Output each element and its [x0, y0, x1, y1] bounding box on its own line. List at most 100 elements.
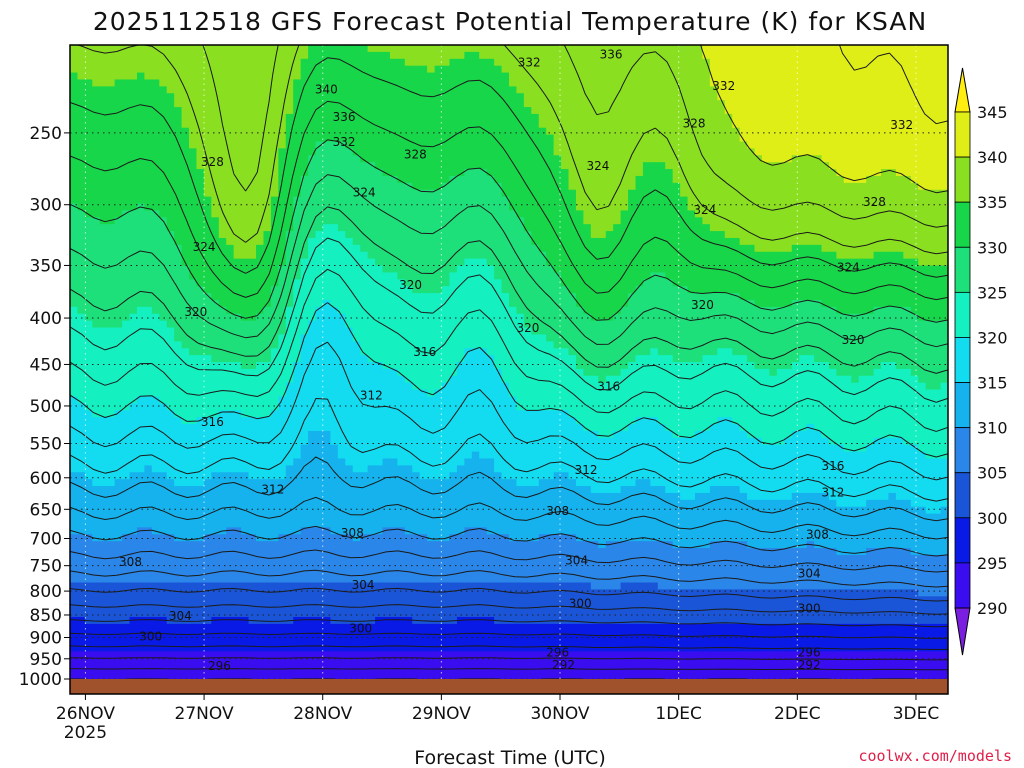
heatmap-cell — [382, 217, 391, 225]
heatmap-cell — [397, 155, 406, 163]
heatmap-cell — [434, 107, 443, 115]
heatmap-cell — [345, 348, 354, 356]
heatmap-cell — [293, 286, 302, 294]
heatmap-cell — [337, 534, 346, 542]
heatmap-cell — [404, 65, 413, 74]
heatmap-cell — [159, 341, 168, 349]
heatmap-cell — [189, 575, 198, 584]
heatmap-cell — [337, 141, 346, 149]
heatmap-cell — [189, 644, 198, 653]
heatmap-cell — [427, 499, 436, 508]
heatmap-cell — [382, 155, 391, 163]
heatmap-cell — [159, 107, 168, 115]
heatmap-cell — [471, 72, 480, 81]
heatmap-cell — [330, 58, 339, 67]
heatmap-cell — [442, 637, 451, 646]
heatmap-cell — [270, 313, 279, 322]
heatmap-cell — [196, 355, 205, 363]
heatmap-cell — [151, 672, 160, 679]
heatmap-cell — [308, 368, 317, 377]
heatmap-cell — [84, 554, 93, 563]
heatmap-cell — [412, 492, 421, 501]
heatmap-cell — [308, 203, 317, 211]
heatmap-cell — [419, 72, 428, 81]
heatmap-cell — [144, 430, 153, 439]
heatmap-cell — [300, 113, 309, 122]
heatmap-cell — [315, 251, 324, 260]
heatmap-cell — [345, 175, 354, 184]
heatmap-cell — [174, 107, 183, 115]
heatmap-cell — [389, 554, 398, 563]
heatmap-cell — [136, 465, 146, 473]
heatmap-cell — [181, 527, 190, 535]
heatmap-cell — [144, 189, 153, 198]
heatmap-cell — [367, 541, 376, 549]
heatmap-cell — [203, 651, 212, 659]
heatmap-cell — [129, 575, 138, 584]
heatmap-cell — [159, 148, 168, 156]
heatmap-cell — [196, 196, 205, 205]
heatmap-cell — [136, 520, 146, 528]
heatmap-cell — [256, 513, 265, 522]
heatmap-cell — [389, 134, 398, 143]
heatmap-cell — [300, 293, 309, 301]
heatmap-cell — [464, 237, 473, 246]
heatmap-cell — [337, 444, 346, 453]
heatmap-cell — [375, 492, 384, 501]
heatmap-cell — [404, 672, 413, 679]
heatmap-cell — [270, 93, 279, 101]
heatmap-cell — [293, 127, 302, 136]
heatmap-cell — [427, 554, 436, 563]
heatmap-cell — [367, 596, 376, 604]
heatmap-cell — [308, 506, 317, 515]
heatmap-cell — [278, 306, 287, 315]
heatmap-cell — [404, 424, 413, 432]
heatmap-cell — [308, 451, 317, 460]
heatmap-cell — [233, 45, 242, 53]
heatmap-cell — [464, 630, 473, 639]
heatmap-cell — [114, 72, 123, 81]
heatmap-cell — [367, 293, 376, 301]
heatmap-cell — [256, 86, 265, 94]
heatmap-cell — [248, 672, 257, 679]
heatmap-cell — [114, 561, 123, 570]
heatmap-cell — [471, 196, 480, 205]
heatmap-cell — [442, 596, 451, 604]
heatmap-cell — [233, 382, 242, 391]
heatmap-cell — [442, 610, 451, 618]
heatmap-cell — [122, 451, 131, 460]
heatmap-cell — [300, 279, 309, 287]
heatmap-cell — [322, 651, 332, 659]
heatmap-cell — [270, 341, 279, 349]
heatmap-cell — [166, 554, 175, 563]
heatmap-cell — [151, 286, 160, 294]
heatmap-cell — [322, 189, 332, 198]
heatmap-cell — [107, 430, 116, 439]
heatmap-cell — [404, 382, 413, 391]
heatmap-cell — [270, 293, 279, 301]
heatmap-cell — [99, 610, 108, 618]
heatmap-cell — [449, 582, 458, 591]
heatmap-cell — [218, 610, 227, 618]
heatmap-cell — [129, 672, 138, 679]
heatmap-cell — [256, 175, 265, 184]
heatmap-cell — [315, 375, 324, 384]
heatmap-cell — [196, 499, 205, 508]
heatmap-cell — [397, 389, 406, 398]
heatmap-cell — [449, 203, 458, 211]
heatmap-cell — [434, 341, 443, 349]
heatmap-cell — [203, 410, 212, 418]
heatmap-cell — [382, 45, 391, 53]
heatmap-cell — [427, 272, 436, 280]
heatmap-cell — [129, 182, 138, 191]
heatmap-cell — [360, 251, 369, 260]
heatmap-cell — [270, 134, 279, 143]
heatmap-cell — [211, 299, 220, 308]
heatmap-cell — [367, 465, 376, 473]
heatmap-cell — [419, 368, 428, 377]
heatmap-cell — [159, 162, 168, 170]
heatmap-cell — [367, 175, 376, 184]
heatmap-cell — [122, 672, 131, 679]
heatmap-cell — [360, 293, 369, 301]
heatmap-cell — [77, 341, 86, 349]
